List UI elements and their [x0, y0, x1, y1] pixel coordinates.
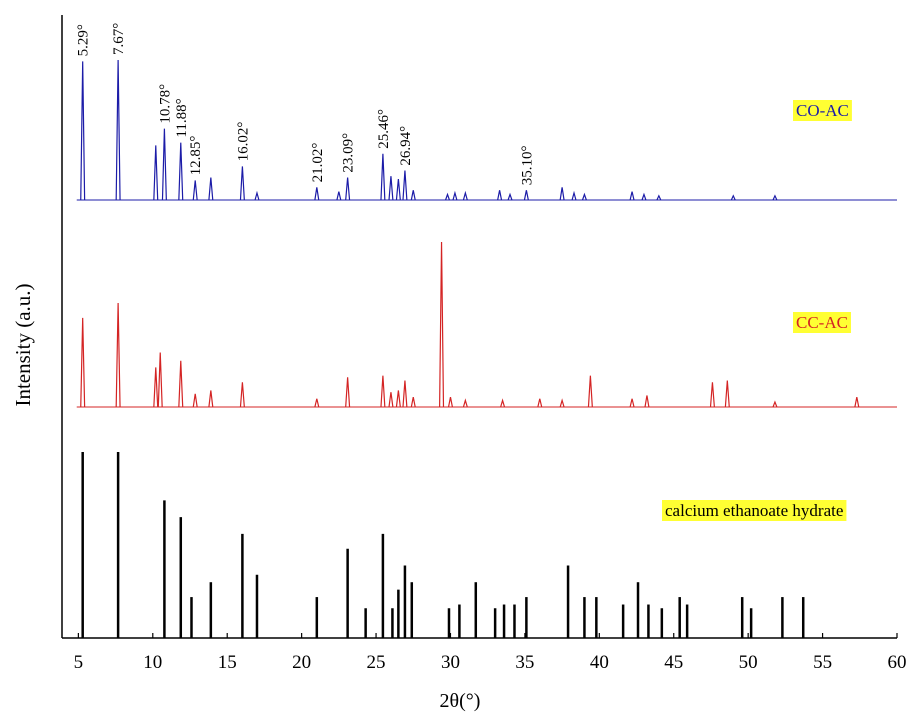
peak — [179, 143, 183, 200]
peak-annotation: 16.02° — [235, 122, 251, 162]
peak — [179, 361, 183, 407]
x-tick-label: 60 — [888, 652, 907, 673]
peak — [453, 193, 457, 200]
x-tick-label: 30 — [441, 652, 460, 673]
peak — [560, 187, 564, 200]
peak — [855, 397, 859, 407]
peak — [209, 178, 213, 200]
page: 2θ(°) Intensity (a.u.) 5 10 15 20 25 30 35 40 45… — [0, 0, 910, 715]
x-tick-label: 25 — [367, 652, 386, 673]
peak — [711, 382, 715, 407]
peak — [193, 394, 197, 407]
peak-annotation: 10.78° — [157, 84, 173, 124]
peak — [240, 382, 244, 407]
peak — [255, 193, 259, 200]
peak — [582, 194, 586, 200]
peak-annotation: 5.29° — [76, 24, 92, 56]
peak — [162, 129, 166, 200]
legend-label: CC-AC — [796, 313, 848, 332]
peak — [154, 145, 158, 200]
peak — [773, 402, 777, 407]
peak — [463, 400, 467, 407]
peak — [381, 376, 385, 407]
peak-annotation: 12.85° — [188, 136, 204, 176]
x-tick-label: 55 — [813, 652, 832, 673]
peak — [572, 193, 576, 200]
x-axis-label: 2θ(°) — [440, 690, 481, 712]
peak-annotation: 25.46° — [376, 109, 392, 149]
peak — [346, 377, 350, 407]
peak — [403, 381, 407, 407]
x-tick-label: 20 — [292, 652, 311, 673]
peak — [463, 193, 467, 200]
peak — [731, 196, 735, 200]
peak — [209, 391, 213, 408]
peak — [154, 367, 158, 407]
peak — [116, 303, 120, 407]
peak — [725, 381, 729, 407]
peak — [657, 196, 661, 200]
peak — [524, 190, 528, 200]
x-tick-label: 5 — [74, 652, 84, 673]
peak — [588, 376, 592, 407]
peak — [642, 194, 646, 200]
peak — [396, 391, 400, 408]
peak — [630, 192, 634, 200]
peak — [411, 397, 415, 407]
peak — [116, 60, 120, 200]
peak — [560, 400, 564, 407]
peak — [381, 154, 385, 200]
peak — [337, 192, 341, 200]
peak-annotation: 26.94° — [398, 126, 414, 166]
peak — [411, 190, 415, 200]
peak — [346, 178, 350, 200]
peak-annotation: 23.09° — [341, 133, 357, 173]
peak — [508, 194, 512, 200]
peak — [501, 400, 505, 407]
peak — [81, 61, 85, 200]
peak — [315, 187, 319, 200]
peak — [315, 399, 319, 407]
peak — [773, 196, 777, 200]
peak — [449, 397, 453, 407]
x-tick-label: 15 — [218, 652, 237, 673]
peak — [440, 242, 444, 407]
legend-label: CO-AC — [796, 101, 849, 120]
x-tick-label: 50 — [739, 652, 758, 673]
peak — [389, 392, 393, 407]
peak — [645, 395, 649, 407]
peak — [403, 171, 407, 200]
peak-annotation: 21.02° — [310, 143, 326, 183]
chart: 2θ(°) Intensity (a.u.) 5 10 15 20 25 30 35 40 45… — [0, 0, 910, 715]
peak-annotation: 7.67° — [111, 23, 127, 55]
peak — [81, 318, 85, 407]
x-tick-label: 10 — [143, 652, 162, 673]
peak — [396, 179, 400, 200]
y-axis-label: Intensity (a.u.) — [11, 283, 35, 406]
peak-annotation: 11.88° — [174, 98, 190, 137]
x-tick-label: 45 — [664, 652, 683, 673]
peak — [498, 190, 502, 200]
peak — [538, 399, 542, 407]
peak — [446, 194, 450, 200]
peak — [158, 353, 162, 407]
peak — [240, 166, 244, 200]
peak — [193, 180, 197, 200]
x-tick-label: 40 — [590, 652, 609, 673]
peak-annotation: 35.10° — [519, 145, 535, 185]
legend-label: calcium ethanoate hydrate — [665, 501, 843, 520]
peak — [630, 399, 634, 407]
x-tick-label: 35 — [515, 652, 534, 673]
peak — [389, 176, 393, 200]
